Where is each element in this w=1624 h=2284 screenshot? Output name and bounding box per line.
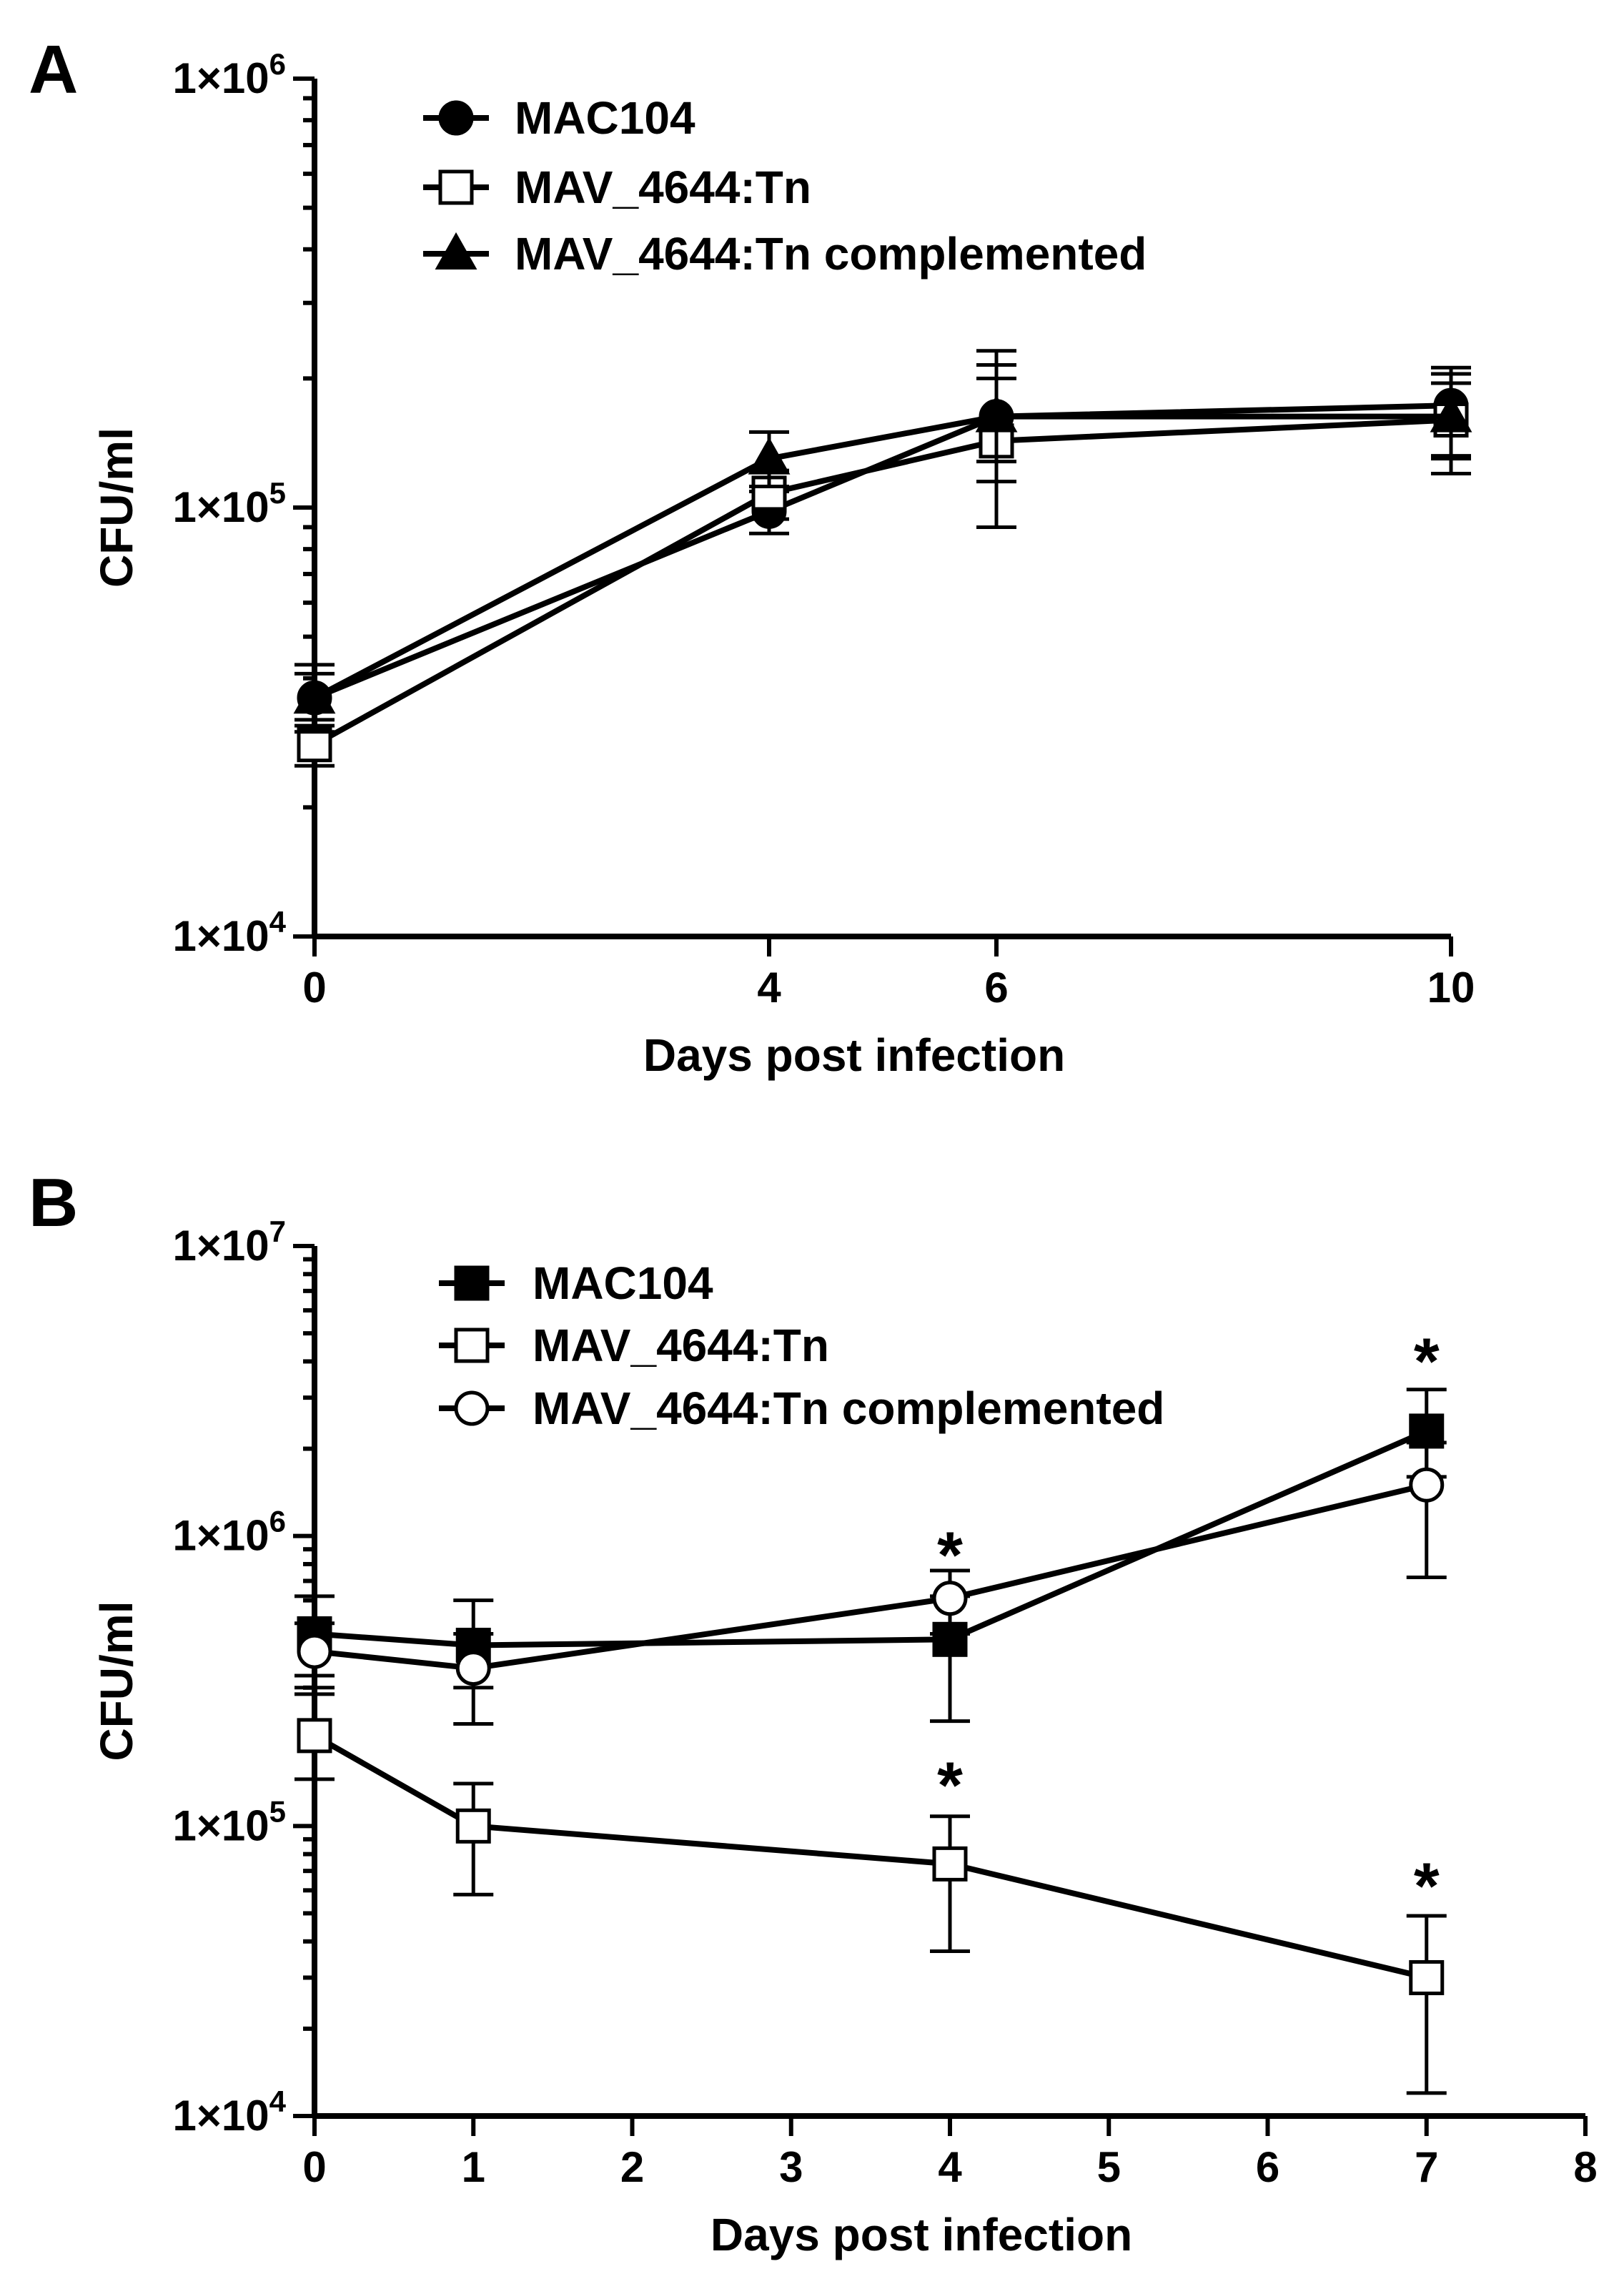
x-tick-label: 2 xyxy=(620,2143,644,2191)
data-point xyxy=(975,395,1018,432)
data-point xyxy=(297,727,332,763)
y-tick-label: 1×105 xyxy=(172,1794,286,1849)
data-point xyxy=(932,1846,968,1882)
legend-label: MAV_4644:Tn complemented xyxy=(533,1383,1164,1434)
data-point xyxy=(455,1651,491,1686)
data-point xyxy=(297,1718,332,1754)
panel-letter: B xyxy=(29,1165,78,1241)
data-point xyxy=(293,676,336,714)
legend-label: MAV_4644:Tn complemented xyxy=(515,228,1147,280)
y-tick-label: 1×104 xyxy=(172,905,286,960)
series-line xyxy=(313,417,1452,748)
x-tick-label: 1 xyxy=(462,2143,485,2191)
data-point xyxy=(297,1633,332,1669)
x-tick-label: 7 xyxy=(1415,2143,1438,2191)
legend-label: MAV_4644:Tn xyxy=(533,1320,829,1371)
series-mav-4644-tn-complemented xyxy=(294,1440,1447,1726)
panel-letter: A xyxy=(29,31,78,108)
significance-marker: * xyxy=(1414,1325,1440,1398)
significance-marker: * xyxy=(937,1749,963,1822)
y-axis-label: CFU/ml xyxy=(91,1601,142,1761)
x-tick-label: 0 xyxy=(302,2143,326,2191)
series-line xyxy=(314,1428,1428,1648)
data-point xyxy=(748,437,791,475)
series-mav-4644-tn-complemented xyxy=(293,349,1472,734)
data-point xyxy=(1409,1467,1445,1503)
significance-marker: * xyxy=(1414,1850,1440,1923)
legend-marker xyxy=(438,100,474,136)
x-tick-label: 0 xyxy=(302,964,326,1012)
data-point xyxy=(1409,1959,1445,1995)
y-tick-label: 1×106 xyxy=(172,1505,286,1560)
series-mav-4644-tn xyxy=(294,1692,1447,2095)
panel-b-chart: B 1×104 1×105 1×106 1×107 0 1 2 3 4 5 6 7 8 Days post … xyxy=(29,1165,1598,2260)
legend-label: MAV_4644:Tn xyxy=(515,162,811,213)
legend-marker xyxy=(435,232,477,270)
legend-marker xyxy=(438,169,474,205)
legend-label: MAC104 xyxy=(533,1257,713,1309)
x-tick-label: 6 xyxy=(984,964,1008,1012)
x-tick-label: 5 xyxy=(1097,2143,1121,2191)
y-tick-label: 1×105 xyxy=(172,476,286,531)
x-tick-label: 4 xyxy=(938,2143,962,2191)
y-tick-label: 1×107 xyxy=(172,1215,286,1270)
series-line xyxy=(313,413,1451,701)
x-axis-label: Days post infection xyxy=(643,1029,1065,1081)
y-tick-label: 1×106 xyxy=(172,47,286,102)
panel-a-chart: A 1×104 1×105 1×106 0 4 6 10 Days post infection… xyxy=(29,31,1475,1081)
x-tick-label: 6 xyxy=(1256,2143,1279,2191)
x-tick-label: 4 xyxy=(757,964,781,1012)
series-line xyxy=(313,1733,1427,1981)
data-point xyxy=(1430,395,1472,432)
legend-marker xyxy=(454,1265,490,1301)
x-tick-label: 10 xyxy=(1427,964,1475,1012)
y-tick-label: 1×104 xyxy=(172,2085,286,2140)
legend-marker xyxy=(454,1328,490,1363)
series-line xyxy=(314,1482,1427,1671)
y-axis-label: CFU/ml xyxy=(91,427,142,588)
legend-marker xyxy=(454,1390,490,1426)
x-tick-label: 3 xyxy=(779,2143,803,2191)
data-point xyxy=(455,1808,491,1844)
significance-marker: * xyxy=(937,1519,963,1592)
legend: MAC104 MAV_4644:Tn MAV_4644:Tn complemente… xyxy=(439,1257,1164,1434)
x-tick-label: 8 xyxy=(1573,2143,1597,2191)
legend-label: MAC104 xyxy=(515,92,695,144)
x-axis-label: Days post infection xyxy=(710,2209,1132,2260)
legend: MAC104 MAV_4644:Tn MAV_4644:Tn complemente… xyxy=(423,92,1147,280)
data-point xyxy=(932,1581,968,1616)
series-line xyxy=(313,402,1452,701)
